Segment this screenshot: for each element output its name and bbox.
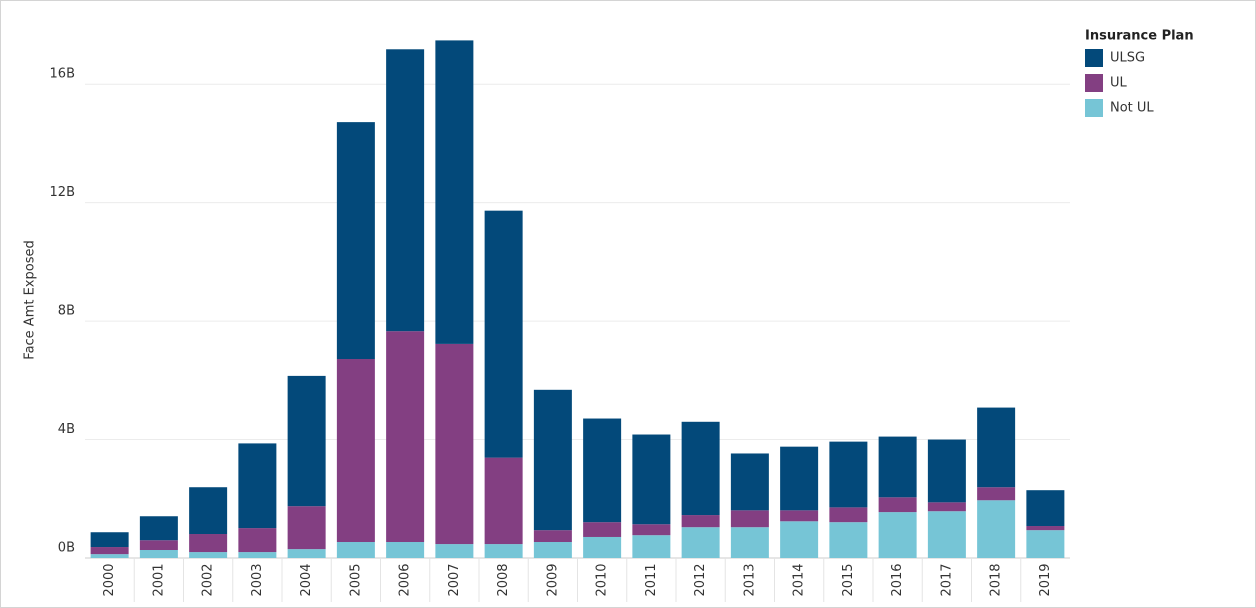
bar-segment — [878, 436, 917, 498]
legend-swatch — [1085, 74, 1103, 92]
bar-segment — [336, 542, 375, 558]
y-axis-title: Face Amt Exposed — [23, 240, 38, 359]
bar-segment — [435, 40, 474, 344]
bar-segment — [927, 511, 966, 558]
y-tick-label: 4B — [58, 422, 75, 437]
x-tick-label: 2013 — [742, 563, 757, 596]
bar-segment — [533, 389, 572, 531]
bar-segment — [386, 331, 425, 543]
bar-segment — [189, 534, 228, 553]
x-tick-label: 2003 — [250, 563, 265, 596]
bar-segment — [878, 512, 917, 558]
bar-segment — [238, 552, 277, 558]
bar-segment — [1026, 530, 1065, 558]
bar-segment — [189, 552, 228, 558]
bar-segment — [829, 441, 868, 508]
bar-segment — [139, 550, 178, 558]
x-tick-label: 2014 — [792, 563, 807, 596]
bar-segment — [533, 530, 572, 543]
legend-title: Insurance Plan — [1085, 29, 1194, 44]
y-tick-label: 0B — [58, 541, 75, 556]
bar-segment — [139, 540, 178, 551]
bar-segment — [484, 457, 523, 545]
bar-segment — [90, 532, 129, 548]
y-tick-label: 12B — [50, 185, 75, 200]
legend-swatch — [1085, 99, 1103, 117]
legend-label: ULSG — [1110, 51, 1145, 66]
bar-segment — [829, 522, 868, 558]
bar-segment — [632, 524, 671, 536]
bar-segment — [386, 542, 425, 558]
x-tick-label: 2018 — [989, 563, 1004, 596]
x-tick-label: 2001 — [151, 563, 166, 596]
bar-segment — [583, 418, 622, 523]
legend-swatch — [1085, 49, 1103, 67]
x-tick-label: 2007 — [447, 563, 462, 596]
bar-segment — [730, 453, 769, 511]
bar-segment — [780, 446, 819, 511]
legend-label: UL — [1110, 76, 1128, 91]
bar-segment — [681, 515, 720, 528]
bar-segment — [533, 542, 572, 558]
bar-segment — [287, 549, 326, 558]
bar-segment — [977, 500, 1016, 558]
bar-segment — [927, 502, 966, 512]
x-tick-label: 2005 — [348, 563, 363, 596]
x-tick-label: 2016 — [890, 563, 905, 596]
bar-segment — [386, 49, 425, 332]
bar-segment — [238, 443, 277, 529]
bar-segment — [632, 535, 671, 558]
y-tick-label: 16B — [50, 67, 75, 82]
x-tick-label: 2011 — [644, 563, 659, 596]
bar-segment — [829, 507, 868, 523]
bar-segment — [90, 554, 129, 558]
bar-segment — [1026, 526, 1065, 531]
y-tick-label: 8B — [58, 304, 75, 319]
bar-segment — [336, 359, 375, 543]
bar-segment — [139, 516, 178, 541]
bar-segment — [583, 522, 622, 537]
bar-segment — [681, 421, 720, 516]
x-tick-label: 2006 — [398, 563, 413, 596]
bar-segment — [878, 497, 917, 513]
x-tick-label: 2004 — [299, 563, 314, 596]
x-tick-label: 2010 — [595, 563, 610, 596]
bar-segment — [484, 210, 523, 458]
bar-segment — [977, 487, 1016, 501]
bar-segment — [730, 527, 769, 558]
bar-segment — [435, 544, 474, 558]
bar-segment — [287, 375, 326, 507]
bar-segment — [583, 536, 622, 558]
bar-segment — [730, 510, 769, 528]
legend-label: Not UL — [1110, 101, 1154, 116]
bar-segment — [90, 547, 129, 555]
bar-segment — [484, 544, 523, 558]
x-tick-label: 2019 — [1038, 563, 1053, 596]
bar-segment — [189, 487, 228, 535]
x-tick-label: 2015 — [841, 563, 856, 596]
x-tick-label: 2002 — [201, 563, 216, 596]
bar-segment — [780, 510, 819, 522]
bar-segment — [435, 343, 474, 545]
bar-segment — [632, 434, 671, 525]
bar-segment — [780, 521, 819, 558]
x-tick-label: 2012 — [693, 563, 708, 596]
x-tick-label: 2008 — [496, 563, 511, 596]
x-tick-label: 2017 — [939, 563, 954, 596]
bar-segment — [927, 439, 966, 503]
bar-segment — [1026, 490, 1065, 527]
bar-segment — [977, 407, 1016, 488]
bar-segment — [287, 506, 326, 550]
bar-segment — [681, 527, 720, 558]
x-tick-label: 2009 — [545, 563, 560, 596]
bar-segment — [336, 122, 375, 360]
x-tick-label: 2000 — [102, 563, 117, 596]
bar-segment — [238, 528, 277, 553]
